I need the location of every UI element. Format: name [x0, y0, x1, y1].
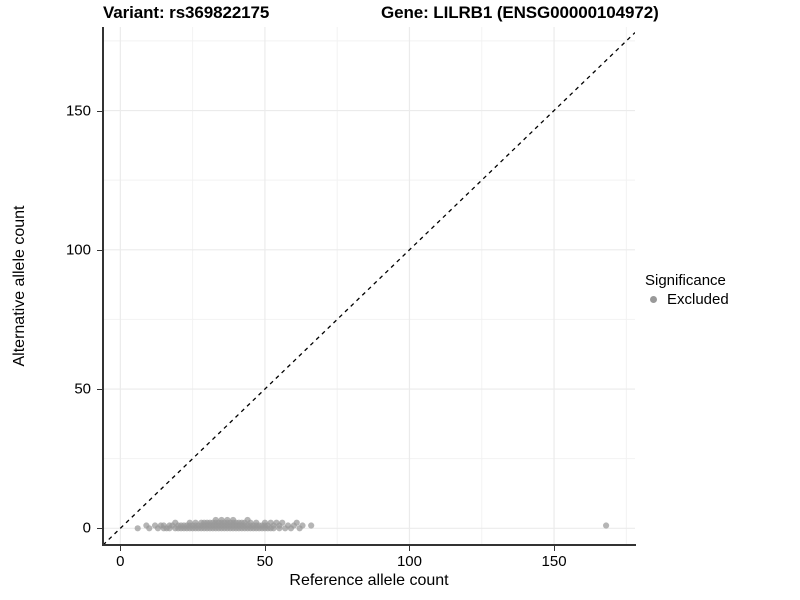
- legend-item[interactable]: Excluded: [645, 291, 795, 308]
- x-axis-line: [102, 544, 636, 546]
- legend-dot-icon: [650, 296, 657, 303]
- data-points-layer: [134, 516, 610, 532]
- y-tick-mark: [97, 110, 102, 112]
- x-tick-label: 50: [256, 553, 274, 570]
- x-tick-label: 100: [396, 553, 422, 570]
- y-tick-label: 50: [74, 380, 91, 398]
- y-tick-mark: [97, 249, 102, 251]
- y-tick-mark: [97, 528, 102, 530]
- y-tick-label: 100: [65, 241, 91, 259]
- major-gridlines: [103, 27, 635, 545]
- legend-key: [645, 291, 662, 308]
- plot-panel: [103, 27, 635, 545]
- x-tick-mark: [554, 546, 556, 551]
- y-axis-line: [102, 27, 104, 546]
- x-tick-label: 150: [541, 553, 567, 570]
- minor-gridlines: [103, 27, 635, 545]
- diagonal-reference-line: [103, 32, 635, 545]
- y-axis-title: Alternative allele count: [11, 205, 28, 367]
- legend-item-label: Excluded: [667, 291, 729, 308]
- y-tick-mark: [97, 389, 102, 391]
- plot-canvas: [103, 27, 635, 545]
- legend: Significance Excluded: [645, 272, 795, 308]
- legend-items: Excluded: [645, 291, 795, 308]
- x-tick-mark: [120, 546, 122, 551]
- variant-title: Variant: rs369822175: [103, 3, 270, 22]
- y-tick-label: 150: [65, 102, 91, 120]
- plot-title-row: Variant: rs369822175 Gene: LILRB1 (ENSG0…: [0, 3, 800, 25]
- legend-title: Significance: [645, 272, 726, 289]
- gene-title: Gene: LILRB1 (ENSG00000104972): [381, 3, 659, 22]
- y-tick-label: 0: [82, 519, 91, 537]
- x-tick-mark: [264, 546, 266, 551]
- x-tick-label: 0: [116, 553, 125, 570]
- x-tick-mark: [409, 546, 411, 551]
- x-axis-title: Reference allele count: [289, 572, 449, 589]
